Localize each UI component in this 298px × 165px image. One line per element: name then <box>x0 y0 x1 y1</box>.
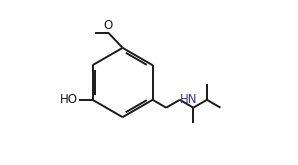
Text: HO: HO <box>60 93 78 106</box>
Text: HN: HN <box>180 93 198 106</box>
Text: O: O <box>103 19 113 32</box>
